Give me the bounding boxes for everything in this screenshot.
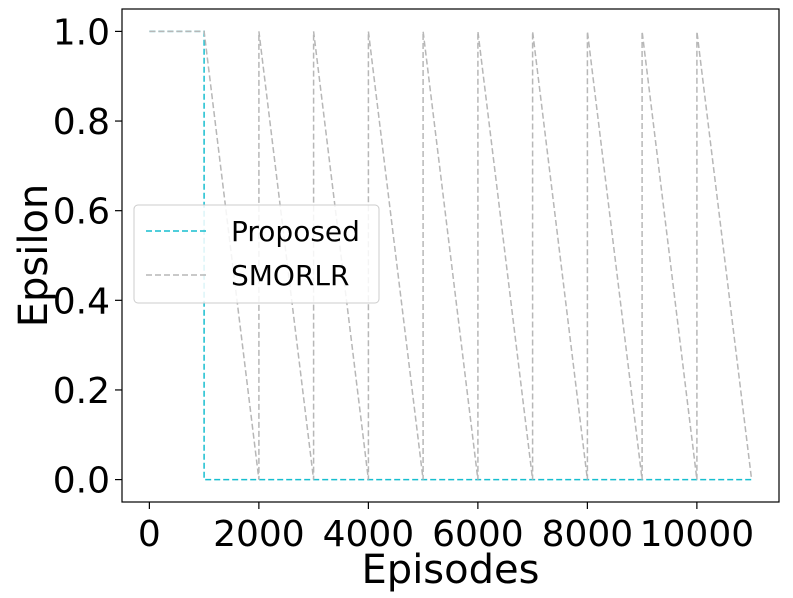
plot-frame (121, 8, 780, 503)
y-tick-label: 0.4 (53, 281, 110, 322)
legend-label-proposed: Proposed (231, 215, 360, 248)
y-tick-label: 0.0 (53, 461, 110, 502)
y-tick-label: 1.0 (53, 12, 110, 53)
series-layer (149, 30, 753, 481)
x-tick-label: 6000 (432, 514, 524, 555)
x-tick-label: 0 (138, 514, 161, 555)
y-tick-label: 0.8 (53, 102, 110, 143)
legend-label-smorlr: SMORLR (231, 259, 349, 292)
legend-box (133, 204, 380, 304)
x-axis-label: Episodes (362, 547, 540, 593)
y-tick-label: 0.2 (53, 371, 110, 412)
x-tick-label: 2000 (213, 514, 305, 555)
series-line-smorlr (149, 30, 753, 480)
x-tick-label: 4000 (323, 514, 415, 555)
x-tick-label: 10000 (640, 514, 755, 555)
y-tick-label: 0.6 (53, 192, 110, 233)
y-axis-label: Epsilon (11, 184, 57, 328)
x-tick-label: 8000 (542, 514, 634, 555)
legend: Proposed SMORLR (133, 204, 380, 304)
y-ticks: 0.0 0.2 0.4 0.6 0.8 1.0 (53, 12, 122, 502)
x-ticks: 0 2000 4000 6000 8000 10000 (138, 502, 754, 555)
